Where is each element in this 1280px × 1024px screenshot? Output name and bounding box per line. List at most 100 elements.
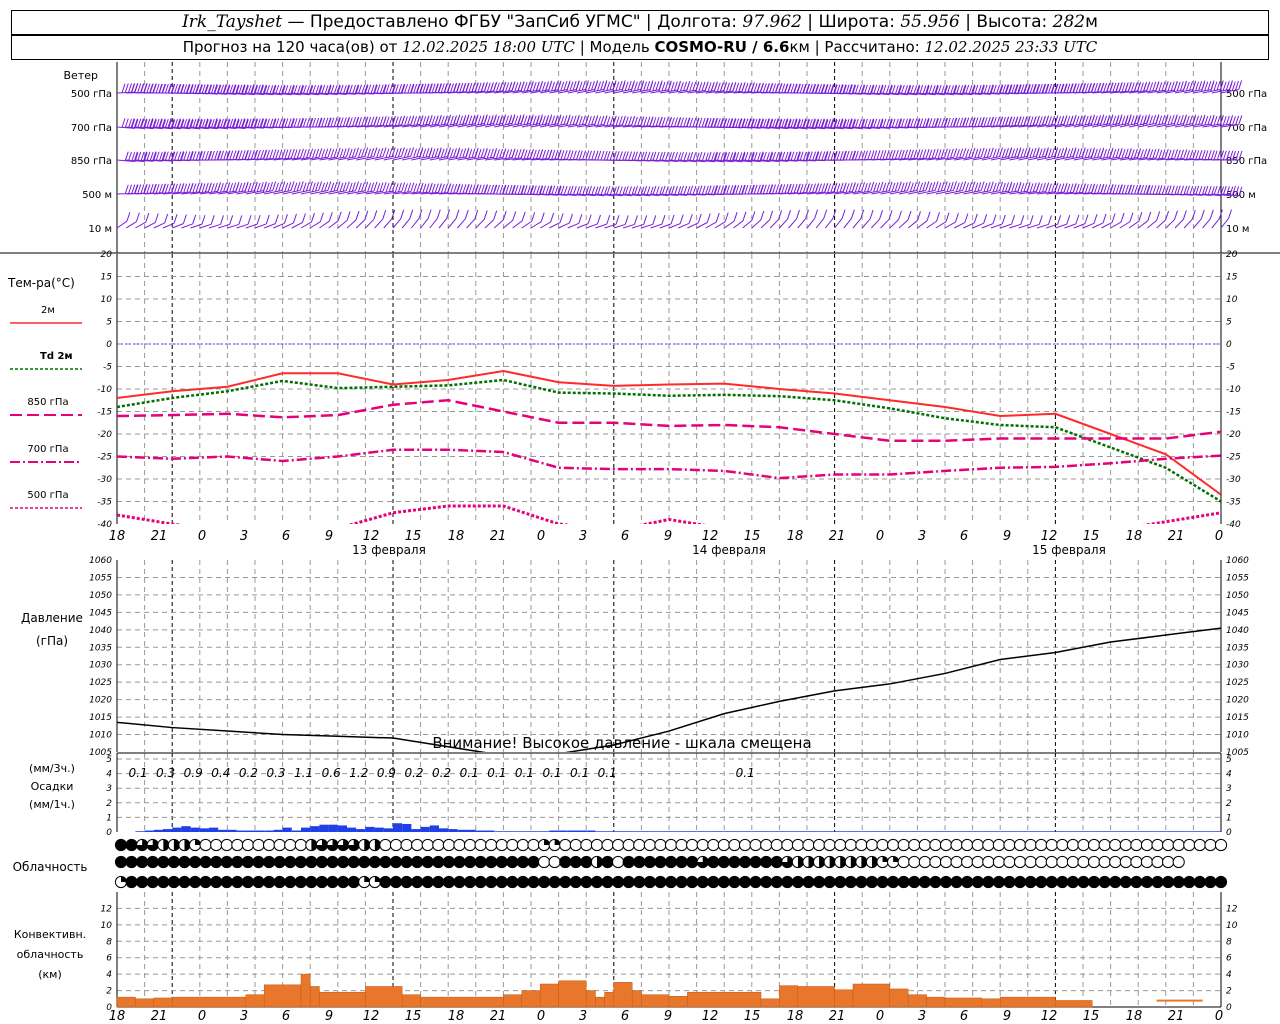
wind-barb-flag: [1142, 83, 1147, 93]
wind-barb-staff: [586, 223, 598, 229]
cloud-symbol-circle: [844, 875, 857, 889]
wind-barb-flag: [1063, 116, 1068, 126]
wind-barb-flag: [490, 184, 495, 194]
wind-barb-flag: [1139, 115, 1144, 125]
precip-bar: [834, 831, 844, 832]
wind-barb-flag: [836, 150, 841, 161]
wind-barb-flag: [637, 186, 642, 196]
cloud-symbol-circle: [823, 838, 836, 852]
wind-barb-flag: [900, 182, 905, 192]
wind-barb-flag: [940, 85, 945, 95]
wind-barb-flag: [201, 183, 206, 193]
wind-barb-flag: [318, 148, 323, 158]
wind-barb-flag: [744, 151, 749, 162]
wind-barb-flag: [339, 117, 344, 127]
cloud-symbol-circle: [527, 838, 540, 852]
wind-level-label-right: 10 м: [1226, 224, 1249, 235]
cloud-symbol: [1024, 855, 1037, 869]
cloud-symbol: [337, 875, 350, 889]
wind-barb-flag: [336, 181, 341, 191]
wind-barb-flag: [1173, 82, 1178, 92]
cloud-symbol: [432, 855, 445, 869]
wind-barb-flag: [913, 118, 918, 128]
wind-barb-flag: [719, 83, 724, 93]
cloud-symbol-circle: [1087, 838, 1101, 852]
precip-bar: [540, 831, 550, 832]
cloud-symbol-circle: [1035, 855, 1048, 869]
wind-barb-flag: [1109, 116, 1113, 126]
wind-barb-flag: [606, 151, 611, 161]
wind-barb-flag: [1213, 81, 1218, 91]
wind-barb-flag: [974, 148, 979, 159]
wind-barb-flag: [1112, 148, 1117, 159]
wind-barb-flag: [1161, 81, 1166, 91]
wind-level-label: 500 гПа: [71, 89, 112, 100]
wind-barb-flag: [738, 152, 743, 162]
wind-barb-flag: [1109, 149, 1114, 159]
precip-bar: [374, 827, 384, 832]
cloud-symbol: [908, 838, 921, 852]
wind-barb-flag: [674, 186, 678, 196]
wind-barb-flag: [986, 84, 991, 95]
wind-barb-flag: [627, 80, 632, 91]
wind-barb-flag: [1124, 184, 1129, 194]
conv-bar: [521, 990, 541, 1008]
precip-bar: [1110, 831, 1120, 832]
wind-barb-flag: [733, 212, 738, 222]
cloud-symbol: [284, 875, 297, 889]
cloud-symbol-circle: [379, 855, 392, 869]
wind-barb-flag: [397, 147, 402, 158]
temp-tick-right: -20: [1226, 430, 1241, 440]
wind-barb-flag: [382, 210, 387, 220]
cloud-symbol: [823, 875, 836, 889]
cloud-symbol-circle: [1140, 838, 1154, 852]
cloud-symbol: [738, 838, 752, 852]
wind-barb-flag: [999, 147, 1003, 157]
conv-bar: [595, 996, 605, 1008]
wind-barb-flag: [965, 84, 970, 95]
cloud-symbol-circle: [1183, 838, 1196, 852]
wind-barb-staff: [1046, 223, 1058, 229]
wind-barb-flag: [753, 118, 758, 128]
cloud-symbol-circle: [1119, 838, 1132, 852]
wind-barb-flag: [612, 82, 617, 92]
precip-bar: [135, 831, 145, 832]
wind-barb-flag: [235, 84, 240, 94]
cloud-symbol-circle: [506, 855, 519, 869]
wind-barb-flag: [259, 182, 264, 192]
cloud-symbol: [908, 855, 921, 869]
wind-barb-staff: [1211, 218, 1220, 229]
wind-barb-flag: [698, 185, 703, 195]
wind-barb-flag: [735, 82, 740, 93]
wind-barb-flag: [735, 151, 740, 162]
wind-barb-flag: [382, 116, 387, 127]
cloud-symbol-circle: [612, 875, 625, 889]
conv-title-1: Конвективн.: [14, 928, 86, 941]
wind-barb-flag: [766, 118, 770, 129]
wind-barb-flag: [762, 83, 767, 93]
wind-barb-flag: [183, 118, 188, 129]
cloud-symbol: [812, 838, 826, 852]
cloud-symbol: [559, 855, 572, 869]
wind-barb-flag: [342, 148, 347, 158]
conv-bar: [245, 994, 265, 1008]
cloud-symbol: [389, 875, 403, 889]
wind-barb-flag: [667, 117, 672, 127]
wind-barb-flag: [962, 148, 967, 158]
wind-barb-flag: [888, 210, 893, 220]
wind-barb-staff: [190, 223, 203, 229]
wind-barb-flag: [587, 214, 592, 224]
conv-tick-left: 0: [106, 1003, 112, 1013]
wind-barb-flag: [135, 212, 140, 222]
wind-barb-flag: [305, 181, 310, 192]
wind-barb-flag: [925, 84, 930, 94]
wind-barb-flag: [858, 150, 863, 160]
wind-barb-flag: [643, 81, 647, 91]
cloud-symbol: [770, 838, 783, 852]
cloud-symbol: [844, 838, 857, 852]
wind-barb-flag: [1136, 149, 1141, 160]
wind-barb-flag: [1115, 148, 1120, 158]
wind-barb-flag: [437, 83, 442, 93]
cloud-symbol: [707, 875, 720, 889]
wind-barb-flag: [192, 84, 197, 94]
